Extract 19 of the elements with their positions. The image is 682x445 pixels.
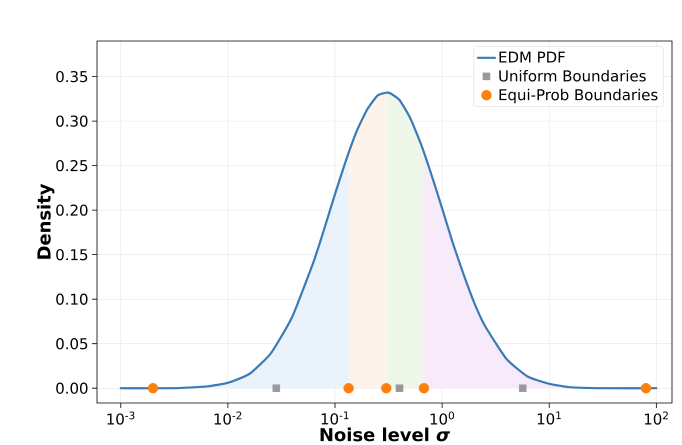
- y-axis-title: Density: [36, 184, 54, 259]
- y-tick-label: 0.35: [56, 70, 88, 82]
- x-tick-label: 10$^{-3}$: [107, 411, 134, 425]
- legend-label: EDM PDF: [500, 52, 565, 62]
- x-tick-label: 10$^{1}$: [538, 411, 561, 425]
- y-tick-label: 0.15: [56, 249, 88, 260]
- y-tick-label: 0.20: [56, 204, 88, 216]
- x-tick-label: 10$^{2}$: [644, 411, 668, 425]
- x-tick-label: 10$^{0}$: [430, 411, 454, 425]
- y-tick-label: 0.10: [56, 294, 88, 305]
- x-tick-label: 10$^{-1}$: [322, 411, 349, 425]
- legend-label: Equi-Prob Boundaries: [500, 88, 658, 104]
- x-tick-label: 10$^{-2}$: [214, 411, 242, 425]
- x-axis-title: Noise level σ: [320, 428, 450, 442]
- legend-label: Uniform Boundaries: [499, 70, 646, 82]
- y-tick-label: 0.05: [56, 338, 88, 350]
- y-tick-label: 0.25: [56, 160, 88, 172]
- y-tick-label: 0.00: [56, 382, 88, 394]
- y-tick-label: 0.30: [56, 115, 88, 127]
